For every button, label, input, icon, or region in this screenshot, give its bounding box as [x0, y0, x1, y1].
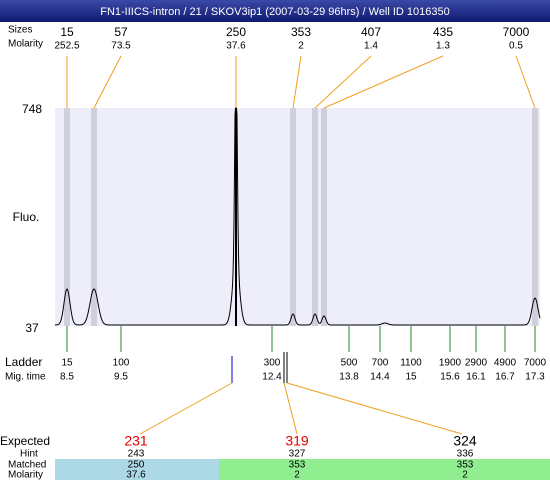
hint: 336	[457, 449, 474, 460]
peak-molarity: 0.5	[509, 41, 523, 52]
ladder-size: 1900	[439, 358, 462, 369]
matched: 353	[289, 460, 306, 471]
y-axis-label: Fluo.	[13, 210, 40, 224]
peak-size: 57	[114, 25, 128, 39]
ladder-time: 8.5	[60, 372, 74, 383]
molarity: 37.6	[126, 470, 146, 480]
ladder-size: 500	[341, 358, 358, 369]
peak-molarity: 252.5	[54, 41, 79, 52]
connector	[286, 382, 463, 435]
matched: 353	[457, 460, 474, 471]
connector	[93, 55, 122, 109]
ladder-size: 300	[264, 358, 281, 369]
trace	[55, 107, 541, 326]
peak-band	[321, 108, 327, 326]
hint-label: Hint	[20, 449, 38, 460]
ladder-time: 15.6	[440, 372, 460, 383]
connector	[323, 55, 444, 109]
peak-molarity: 1.3	[436, 41, 450, 52]
ladder-time: 12.4	[262, 372, 282, 383]
ladder-size: 100	[113, 358, 130, 369]
peak-molarity: 1.4	[364, 41, 378, 52]
ladder-time: 16.1	[466, 372, 486, 383]
connector	[515, 55, 536, 109]
peak-band	[312, 108, 318, 326]
ladder-time: 14.4	[370, 372, 390, 383]
ladder-size: 4900	[494, 358, 517, 369]
connector	[139, 382, 233, 435]
peak-molarity: 37.6	[226, 41, 246, 52]
connector	[314, 55, 372, 109]
molarity-label: Molarity	[8, 470, 43, 480]
peak-band	[64, 108, 70, 326]
ladder-size: 2900	[465, 358, 488, 369]
peak-size: 15	[60, 25, 74, 39]
peak-size: 435	[433, 25, 453, 39]
ladder-time: 15	[405, 372, 417, 383]
matched-box	[55, 459, 219, 480]
ladder-time: 9.5	[114, 372, 128, 383]
ladder-time: 13.8	[339, 372, 359, 383]
ladder-time-label: Mig. time	[5, 372, 46, 383]
peak-molarity: 73.5	[111, 41, 131, 52]
peak-band	[91, 108, 97, 326]
matched: 250	[128, 460, 145, 471]
expected-size: 319	[285, 433, 309, 449]
connector	[283, 382, 298, 435]
peak-size: 353	[291, 25, 311, 39]
plot-area	[55, 108, 540, 326]
matched-box	[219, 459, 550, 480]
y-bottom-label: 37	[25, 321, 39, 335]
peak-band	[532, 108, 538, 326]
ladder-size: 1100	[400, 358, 422, 369]
ladder-size: 700	[372, 358, 389, 369]
ladder-size: 7000	[524, 358, 547, 369]
expected-size: 231	[124, 433, 148, 449]
expected-size: 324	[453, 433, 477, 449]
matched-label: Matched	[8, 460, 46, 471]
ladder-label: Ladder	[5, 355, 42, 369]
peak-size: 7000	[503, 25, 530, 39]
peak-size: 250	[226, 25, 246, 39]
peaks-molarity-label: Molarity	[8, 39, 43, 50]
peaks-size-label: Sizes	[8, 25, 32, 36]
title: FN1-IIICS-intron / 21 / SKOV3ip1 (2007-0…	[100, 6, 450, 18]
ladder-time: 16.7	[495, 372, 515, 383]
molarity: 2	[462, 470, 468, 480]
peak-band	[290, 108, 296, 326]
molarity: 2	[294, 470, 300, 480]
peak-size: 407	[361, 25, 381, 39]
expected-label: Expected	[0, 434, 50, 448]
hint: 243	[128, 449, 145, 460]
peak-molarity: 2	[298, 41, 304, 52]
ladder-time: 17.3	[525, 372, 545, 383]
title-bar	[0, 0, 550, 22]
ladder-size: 15	[61, 358, 73, 369]
y-top-label: 748	[22, 102, 42, 116]
hint: 327	[289, 449, 306, 460]
connector	[292, 55, 302, 109]
